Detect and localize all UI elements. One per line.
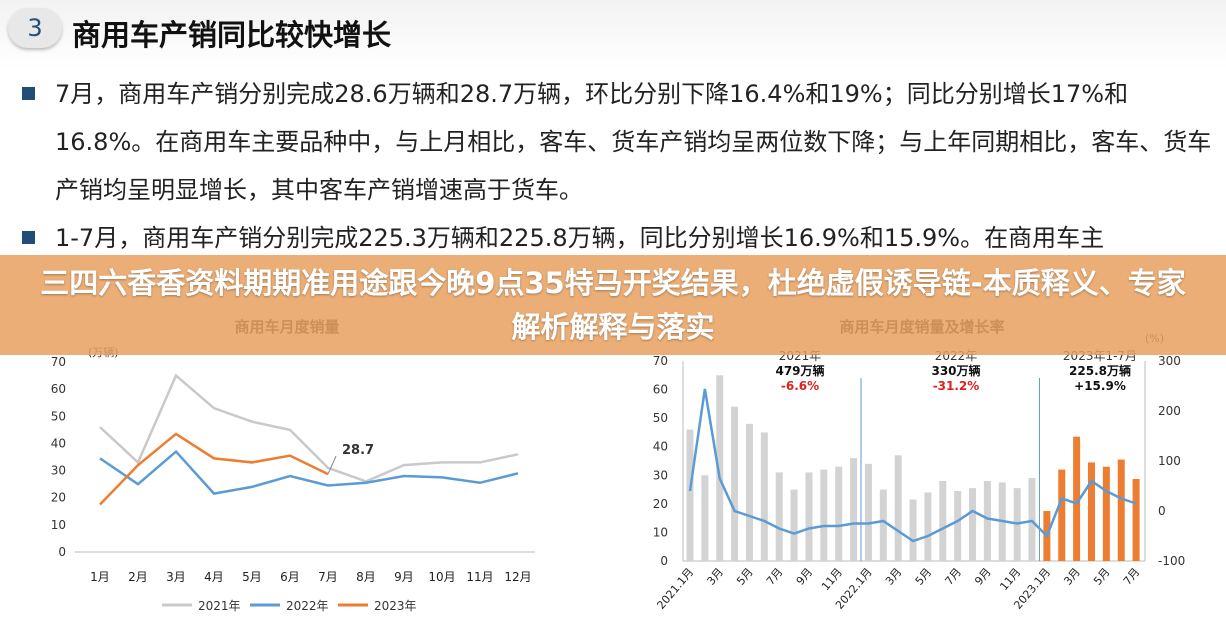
bar bbox=[835, 466, 843, 561]
bar bbox=[1132, 479, 1140, 561]
y-tick-label: 30 bbox=[653, 468, 668, 482]
bar bbox=[894, 455, 902, 561]
header: 3 商用车产销同比较快增长 bbox=[0, 0, 1226, 68]
bar bbox=[686, 429, 694, 561]
x-tick-label: 3月 bbox=[1061, 566, 1083, 588]
y2-tick-label: 200 bbox=[1158, 404, 1181, 418]
bullet-text: 1-7月，商用车产销分别完成225.3万辆和225.8万辆，同比分别增长16.9… bbox=[55, 224, 1105, 252]
x-tick-label: 7月 bbox=[942, 566, 964, 588]
annotation: 225.8万辆 bbox=[1069, 363, 1131, 378]
x-tick-label: 3月 bbox=[166, 570, 186, 584]
x-tick-label: 6月 bbox=[280, 570, 300, 584]
annotation: 28.7 bbox=[342, 443, 374, 458]
y2-tick-label: -100 bbox=[1158, 554, 1185, 568]
bullet-marker bbox=[22, 87, 35, 100]
x-tick-label: 5月 bbox=[1091, 566, 1113, 588]
bar bbox=[850, 458, 858, 561]
x-tick-label: 5月 bbox=[734, 566, 756, 588]
annotation-leader bbox=[327, 455, 337, 475]
y-tick-label: 20 bbox=[51, 491, 66, 505]
bar bbox=[731, 406, 739, 561]
bar bbox=[879, 489, 887, 561]
x-tick-label: 12月 bbox=[504, 570, 531, 584]
bar bbox=[909, 499, 917, 561]
x-tick-label: 3月 bbox=[883, 566, 905, 588]
y-tick-label: 0 bbox=[58, 545, 66, 559]
x-tick-label: 7月 bbox=[318, 570, 338, 584]
x-tick-label: 4月 bbox=[204, 570, 224, 584]
x-tick-label: 9月 bbox=[794, 566, 816, 588]
bar bbox=[805, 472, 813, 561]
y-tick-label: 10 bbox=[51, 518, 66, 532]
bullet-marker bbox=[22, 231, 35, 244]
line bbox=[99, 373, 519, 483]
x-tick-label: 3月 bbox=[705, 566, 727, 588]
bar bbox=[760, 432, 768, 561]
y-tick-label: 60 bbox=[51, 382, 66, 396]
bar bbox=[745, 423, 753, 561]
line bbox=[99, 449, 519, 495]
annotation: +15.9% bbox=[1074, 379, 1126, 393]
bar bbox=[939, 481, 947, 561]
y-tick-label: 70 bbox=[653, 354, 668, 368]
annotation: -31.2% bbox=[933, 379, 980, 393]
x-tick-label: 11月 bbox=[466, 570, 493, 584]
y-tick-label: 40 bbox=[653, 440, 668, 454]
bar bbox=[954, 491, 962, 561]
x-tick-label: 11月 bbox=[819, 566, 845, 594]
x-tick-label: 5月 bbox=[242, 570, 262, 584]
y2-tick-label: 100 bbox=[1158, 454, 1181, 468]
slide-title: 商用车产销同比较快增长 bbox=[72, 18, 392, 52]
annotation: 330万辆 bbox=[931, 363, 980, 378]
x-tick-label: 7月 bbox=[764, 566, 786, 588]
bar bbox=[1117, 459, 1125, 561]
bar bbox=[775, 472, 783, 561]
bar bbox=[701, 475, 709, 561]
line bbox=[99, 432, 329, 506]
x-tick-label: 7月 bbox=[1121, 566, 1143, 588]
bar bbox=[790, 489, 798, 561]
x-tick-label: 8月 bbox=[356, 570, 376, 584]
legend-label: 2021年 bbox=[198, 599, 241, 613]
x-tick-label: 11月 bbox=[997, 566, 1023, 594]
legend-label: 2022年 bbox=[286, 599, 329, 613]
y-tick-label: 20 bbox=[653, 497, 668, 511]
bar bbox=[1102, 466, 1110, 561]
y-tick-label: 30 bbox=[51, 464, 66, 478]
bar bbox=[1028, 478, 1036, 561]
bar bbox=[864, 463, 872, 561]
x-tick-label: 9月 bbox=[394, 570, 414, 584]
x-tick-label: 10月 bbox=[428, 570, 455, 584]
y-tick-label: 50 bbox=[653, 411, 668, 425]
bar bbox=[924, 492, 932, 561]
x-tick-label: 1月 bbox=[90, 570, 110, 584]
x-tick-label: 9月 bbox=[972, 566, 994, 588]
y-tick-label: 70 bbox=[51, 355, 66, 369]
legend-label: 2023年 bbox=[374, 599, 417, 613]
banner: 三四六香香资料期期准用途跟今晚9点35特马开奖结果，杜绝虚假诱导链-本质释义、专… bbox=[0, 255, 1226, 355]
x-tick-label: 5月 bbox=[913, 566, 935, 588]
slide-number: 3 bbox=[8, 8, 62, 48]
y-tick-label: 40 bbox=[51, 436, 66, 450]
bar bbox=[983, 481, 991, 561]
bullet-text: 7月，商用车产销分别完成28.6万辆和28.7万辆，环比分别下降16.4%和19… bbox=[55, 80, 1212, 204]
bar bbox=[1087, 462, 1095, 561]
bar bbox=[716, 375, 724, 561]
annotation: -6.6% bbox=[781, 379, 819, 393]
annotation: 479万辆 bbox=[775, 363, 824, 378]
x-tick-label: 2021.1月 bbox=[655, 566, 697, 612]
y-tick-label: 0 bbox=[660, 554, 668, 568]
bar bbox=[1058, 469, 1066, 561]
bar bbox=[820, 469, 828, 561]
bar bbox=[969, 488, 977, 561]
bar bbox=[1073, 436, 1081, 561]
line bbox=[688, 388, 1137, 543]
x-tick-label: 2月 bbox=[128, 570, 148, 584]
y2-tick-label: 0 bbox=[1158, 504, 1166, 518]
y2-tick-label: 300 bbox=[1158, 354, 1181, 368]
y-tick-label: 50 bbox=[51, 409, 66, 423]
y-tick-label: 10 bbox=[653, 525, 668, 539]
y-tick-label: 60 bbox=[653, 383, 668, 397]
